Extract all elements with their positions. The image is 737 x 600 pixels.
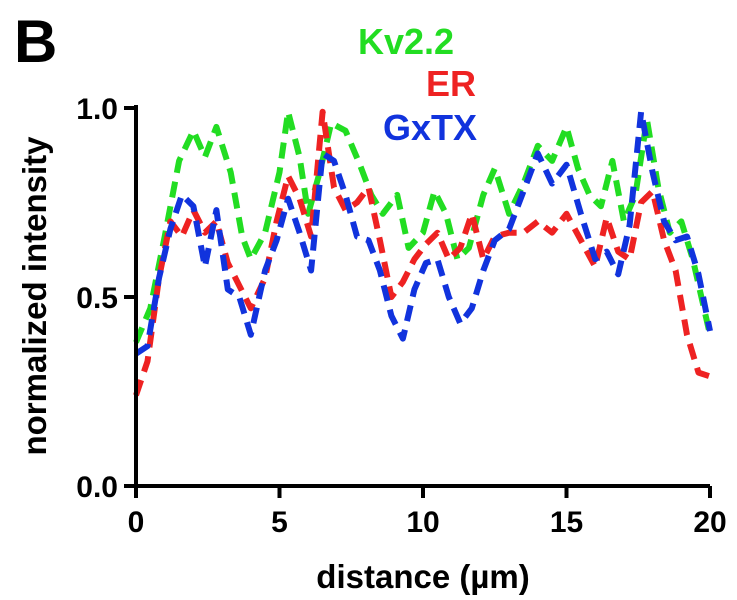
axes <box>134 105 710 488</box>
x-ticks: 0 5 10 15 20 <box>128 486 727 539</box>
panel-label: B <box>14 8 57 75</box>
y-tick-label: 1.0 <box>76 93 118 126</box>
y-tick-label: 0.0 <box>76 471 118 504</box>
x-tick-label: 15 <box>550 506 583 539</box>
series-lines <box>133 108 713 397</box>
legend-entry-er: ER <box>426 63 476 104</box>
x-tick-label: 0 <box>128 506 145 539</box>
legend: Kv2.2 ER GxTX <box>358 21 477 148</box>
y-tick-label: 0.5 <box>76 282 118 315</box>
y-ticks: 0.0 0.5 1.0 <box>76 93 136 504</box>
x-tick-label: 20 <box>693 506 726 539</box>
series-line-gxtx <box>134 108 713 357</box>
series-line-er <box>133 108 711 397</box>
x-axis-title: distance (µm) <box>316 558 529 595</box>
y-axis-title: normalized intensity <box>16 136 53 456</box>
legend-entry-kv22: Kv2.2 <box>358 21 454 62</box>
legend-entry-gxtx: GxTX <box>383 107 477 148</box>
x-tick-label: 10 <box>406 506 439 539</box>
x-tick-label: 5 <box>271 506 288 539</box>
series-line-kv22 <box>133 108 713 344</box>
